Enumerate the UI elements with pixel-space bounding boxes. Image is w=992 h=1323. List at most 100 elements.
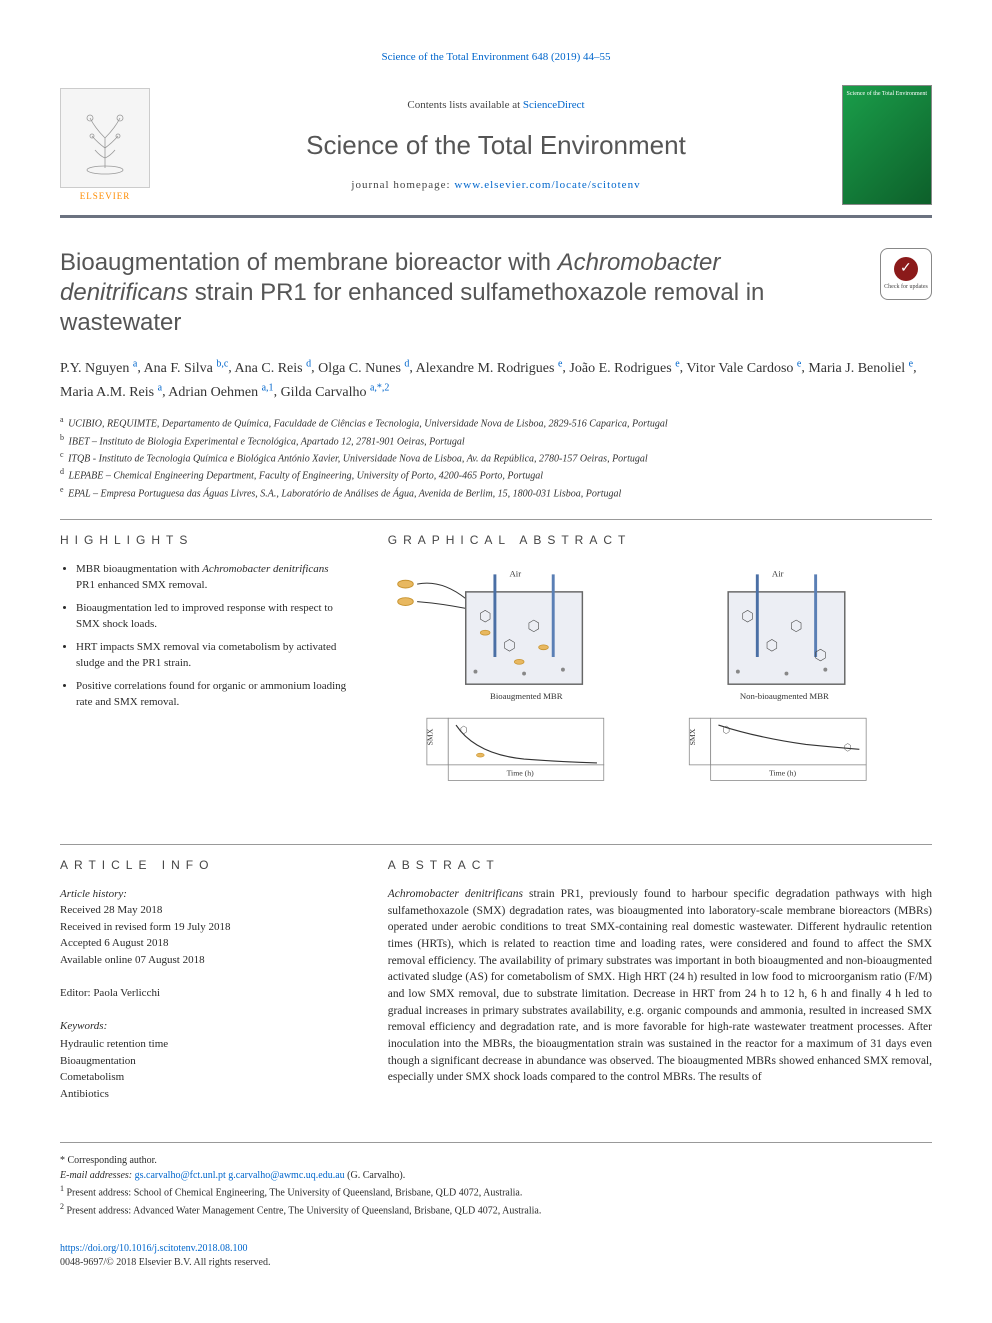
- present-address-1: 1 Present address: School of Chemical En…: [60, 1183, 932, 1200]
- revised-date: Received in revised form 19 July 2018: [60, 919, 348, 936]
- affiliation: d LEPABE – Chemical Engineering Departme…: [60, 466, 932, 483]
- keyword: Antibiotics: [60, 1086, 348, 1103]
- keyword: Cometabolism: [60, 1069, 348, 1086]
- publisher-name: ELSEVIER: [60, 190, 150, 203]
- journal-header: ELSEVIER Contents lists available at Sci…: [60, 85, 932, 218]
- article-info-block: Article history: Received 28 May 2018 Re…: [60, 886, 348, 1103]
- cover-label: Science of the Total Environment: [847, 90, 927, 98]
- email-person: (G. Carvalho).: [347, 1170, 405, 1181]
- author-affil-sup[interactable]: e: [797, 358, 801, 369]
- affiliation-list: a UCIBIO, REQUIMTE, Departamento de Quím…: [60, 414, 932, 501]
- section-rule: [60, 519, 932, 520]
- journal-cover-thumbnail: Science of the Total Environment: [842, 85, 932, 205]
- highlights-heading: HIGHLIGHTS: [60, 532, 348, 549]
- abstract-heading: ABSTRACT: [388, 857, 932, 874]
- homepage-pre: journal homepage:: [351, 179, 454, 191]
- journal-reference: Science of the Total Environment 648 (20…: [60, 50, 932, 65]
- author: Olga C. Nunes d: [318, 361, 409, 376]
- contents-pre: Contents lists available at: [407, 99, 522, 111]
- check-updates-badge[interactable]: Check for updates: [880, 248, 932, 300]
- author-affil-sup[interactable]: e: [558, 358, 562, 369]
- copyright-line: 0048-9697/© 2018 Elsevier B.V. All right…: [60, 1256, 932, 1270]
- author-affil-sup[interactable]: d: [306, 358, 311, 369]
- author-affil-sup[interactable]: a: [133, 358, 137, 369]
- highlight-item: Positive correlations found for organic …: [76, 678, 348, 711]
- editor-label: Editor:: [60, 987, 91, 999]
- abstract-italic1: Achromobacter denitrificans: [388, 888, 523, 900]
- email-link-2[interactable]: g.carvalho@awmc.uq.edu.au: [228, 1170, 344, 1181]
- graphical-abstract-figure: Air Bioaugmented MBR: [388, 561, 932, 821]
- air-label-left: Air: [509, 568, 521, 578]
- smx-axis-label-left: SMX: [425, 728, 434, 745]
- doi-link[interactable]: https://doi.org/10.1016/j.scitotenv.2018…: [60, 1243, 248, 1254]
- journal-homepage-line: journal homepage: www.elsevier.com/locat…: [170, 178, 822, 193]
- author-affil-sup[interactable]: b,c: [216, 358, 228, 369]
- author-affil-sup[interactable]: a: [158, 382, 162, 393]
- author-affil-sup[interactable]: d: [404, 358, 409, 369]
- journal-title: Science of the Total Environment: [170, 127, 822, 163]
- note2-sup: 2: [60, 1202, 64, 1211]
- accepted-date: Accepted 6 August 2018: [60, 935, 348, 952]
- time-axis-label-right: Time (h): [769, 768, 797, 777]
- editor-line: Editor: Paola Verlicchi: [60, 985, 348, 1002]
- author: Adrian Oehmen a,1: [168, 385, 273, 400]
- keywords-label: Keywords:: [60, 1018, 348, 1035]
- author: Maria A.M. Reis a: [60, 385, 162, 400]
- author-affil-sup[interactable]: a,*,2: [370, 382, 389, 393]
- journal-homepage-link[interactable]: www.elsevier.com/locate/scitotenv: [454, 179, 640, 191]
- affiliation: a UCIBIO, REQUIMTE, Departamento de Quím…: [60, 414, 932, 431]
- author: Ana F. Silva b,c: [144, 361, 229, 376]
- author-affil-sup[interactable]: e: [909, 358, 913, 369]
- abstract-text: Achromobacter denitrificans strain PR1, …: [388, 886, 932, 1086]
- author: Alexandre M. Rodrigues e: [416, 361, 563, 376]
- article-history-label: Article history:: [60, 886, 348, 903]
- time-axis-label-left: Time (h): [506, 768, 534, 777]
- highlight-item: Bioaugmentation led to improved response…: [76, 600, 348, 633]
- smx-axis-label-right: SMX: [688, 728, 697, 745]
- author-affil-sup[interactable]: a,1: [262, 382, 274, 393]
- bioaug-mbr-label: Bioaugmented MBR: [490, 691, 563, 701]
- article-title: Bioaugmentation of membrane bioreactor w…: [60, 248, 880, 338]
- note2-text: Present address: Advanced Water Manageme…: [67, 1205, 542, 1216]
- title-pre: Bioaugmentation of membrane bioreactor w…: [60, 249, 558, 276]
- sciencedirect-link[interactable]: ScienceDirect: [523, 99, 585, 111]
- author-list: P.Y. Nguyen a, Ana F. Silva b,c, Ana C. …: [60, 356, 932, 404]
- air-label-right: Air: [772, 568, 784, 578]
- author: João E. Rodrigues e: [569, 361, 679, 376]
- author: Ana C. Reis d: [235, 361, 312, 376]
- contents-available-line: Contents lists available at ScienceDirec…: [170, 98, 822, 113]
- corresponding-author-note: * Corresponding author.: [60, 1153, 932, 1168]
- keyword: Bioaugmentation: [60, 1053, 348, 1070]
- author: Gilda Carvalho a,*,2: [281, 385, 390, 400]
- graphical-abstract-heading: GRAPHICAL ABSTRACT: [388, 532, 932, 549]
- email-link-1[interactable]: gs.carvalho@fct.unl.pt: [135, 1170, 226, 1181]
- affiliation: c ITQB - Instituto de Tecnologia Química…: [60, 449, 932, 466]
- editor-name: Paola Verlicchi: [93, 987, 160, 999]
- author: P.Y. Nguyen a: [60, 361, 137, 376]
- email-label: E-mail addresses:: [60, 1170, 132, 1181]
- received-date: Received 28 May 2018: [60, 902, 348, 919]
- present-address-2: 2 Present address: Advanced Water Manage…: [60, 1201, 932, 1218]
- keyword: Hydraulic retention time: [60, 1036, 348, 1053]
- highlight-item: HRT impacts SMX removal via cometabolism…: [76, 639, 348, 672]
- section-rule-2: [60, 844, 932, 845]
- affiliation: b IBET – Instituto de Biologia Experimen…: [60, 432, 932, 449]
- keyword-list: Hydraulic retention timeBioaugmentationC…: [60, 1036, 348, 1102]
- online-date: Available online 07 August 2018: [60, 952, 348, 969]
- author-affil-sup[interactable]: e: [675, 358, 679, 369]
- author: Vitor Vale Cardoso e: [686, 361, 801, 376]
- note1-sup: 1: [60, 1184, 64, 1193]
- author: Maria J. Benoliel e: [808, 361, 913, 376]
- check-icon: [894, 257, 918, 281]
- doi-block: https://doi.org/10.1016/j.scitotenv.2018…: [60, 1242, 932, 1270]
- highlight-item: MBR bioaugmentation with Achromobacter d…: [76, 561, 348, 594]
- abstract-body: strain PR1, previously found to harbour …: [388, 888, 932, 1083]
- article-info-heading: ARTICLE INFO: [60, 857, 348, 874]
- highlights-list: MBR bioaugmentation with Achromobacter d…: [60, 561, 348, 711]
- email-line: E-mail addresses: gs.carvalho@fct.unl.pt…: [60, 1168, 932, 1183]
- nonbioaug-mbr-label: Non-bioaugmented MBR: [740, 691, 829, 701]
- elsevier-tree-icon: [60, 88, 150, 188]
- footer-notes: * Corresponding author. E-mail addresses…: [60, 1142, 932, 1218]
- check-updates-label: Check for updates: [884, 283, 928, 291]
- publisher-logo-block: ELSEVIER: [60, 88, 150, 203]
